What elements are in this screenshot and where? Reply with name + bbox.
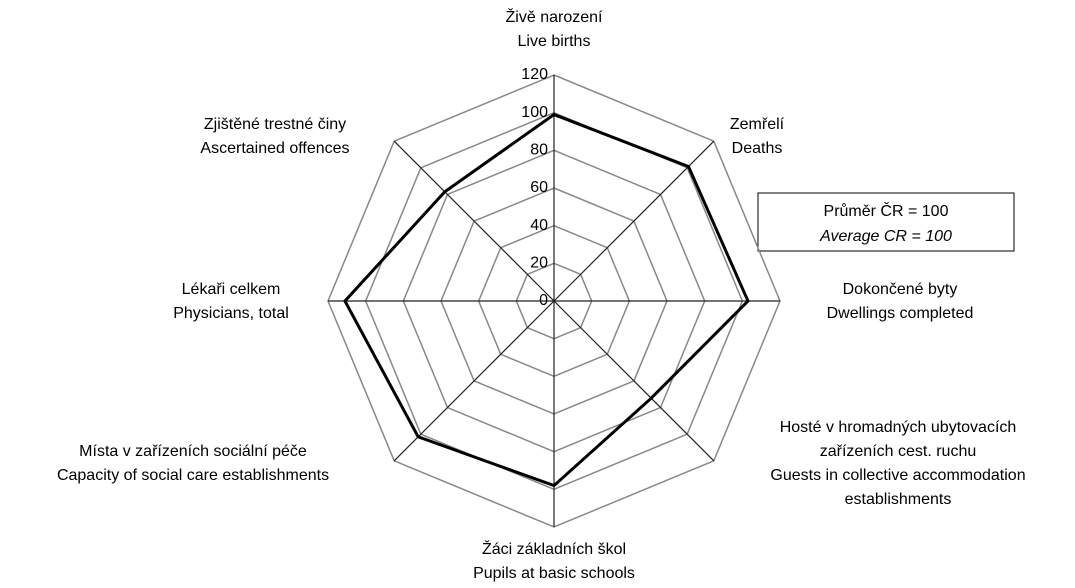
spoke (393, 300, 555, 462)
category-label: Live births (518, 33, 591, 50)
category-label: Physicians, total (173, 305, 289, 322)
y-tick-label: 40 (530, 217, 548, 234)
category-label: Capacity of social care establishments (57, 467, 329, 484)
y-tick-label: 60 (530, 179, 548, 196)
category-label: Místa v zařízeních sociální péče (79, 443, 307, 460)
data-line (343, 112, 750, 488)
category-label: Guests in collective accommodation (770, 467, 1025, 484)
category-label: Lékaři celkem (182, 281, 281, 298)
y-tick-label: 0 (539, 292, 548, 309)
annotation: Average CR = 100 (819, 228, 952, 245)
category-label: Zjištěné trestné činy (204, 116, 346, 133)
category-label: establishments (845, 491, 952, 508)
category-label: Živě narození (506, 7, 603, 26)
category-label: Dokončené byty (843, 281, 958, 298)
category-label: Dwellings completed (827, 305, 974, 322)
spoke (553, 140, 715, 302)
y-tick-label: 80 (530, 142, 548, 159)
category-label: Zemřelí (730, 116, 785, 133)
category-label: Pupils at basic schools (473, 565, 635, 582)
annotation-box (757, 192, 1015, 252)
spoke (393, 140, 555, 302)
category-label: Deaths (732, 140, 783, 157)
category-label: Ascertained offences (200, 140, 349, 157)
y-tick-label: 20 (530, 255, 548, 272)
category-label: Hosté v hromadných ubytovacích (780, 419, 1017, 436)
y-tick-label: 100 (521, 104, 548, 121)
spoke (553, 300, 715, 462)
y-tick-label: 120 (521, 66, 548, 83)
category-label: zařízeních cest. ruchu (820, 443, 977, 460)
annotation: Průměr ČR = 100 (824, 201, 949, 220)
category-label: Žáci základních škol (482, 539, 626, 558)
